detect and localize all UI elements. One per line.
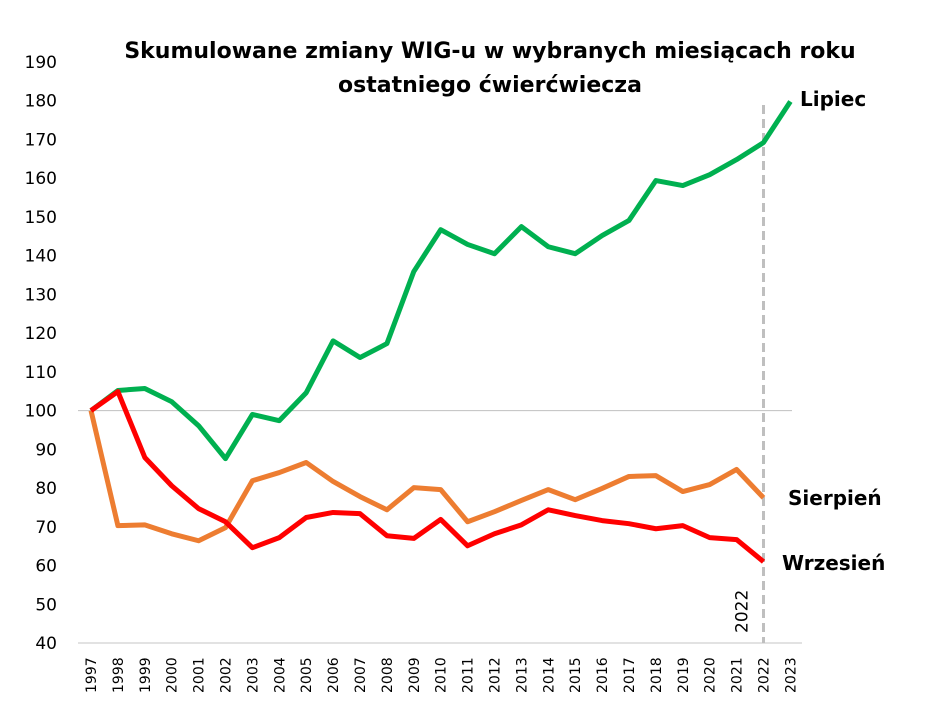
- y-tick-label: 100: [25, 402, 57, 422]
- y-tick-label: 160: [25, 169, 57, 189]
- x-tick-label: 2010: [434, 657, 450, 693]
- y-tick-label: 50: [35, 595, 57, 615]
- series-label: Sierpień: [788, 486, 882, 510]
- x-tick-label: 2012: [488, 657, 504, 693]
- y-tick-label: 110: [25, 363, 57, 383]
- y-tick-label: 130: [25, 285, 57, 305]
- y-tick-label: 40: [35, 634, 57, 654]
- x-tick-label: 2023: [783, 657, 799, 693]
- y-tick-label: 180: [25, 92, 57, 112]
- x-tick-label: 2001: [192, 657, 208, 693]
- x-tick-label: 2016: [595, 657, 611, 693]
- y-tick-label: 70: [35, 518, 57, 538]
- x-tick-label: 2017: [622, 657, 638, 693]
- y-tick-label: 170: [25, 130, 57, 150]
- chart-title-line-2: ostatniego ćwierćwiecza: [338, 73, 642, 98]
- series-line-wrzesień: [89, 389, 766, 564]
- x-tick-label: 2013: [514, 657, 530, 693]
- x-tick-label: 2011: [461, 657, 477, 693]
- y-tick-label: 150: [25, 208, 57, 228]
- x-tick-label: 2020: [703, 657, 719, 693]
- x-tick-label: 2021: [730, 657, 746, 693]
- x-tick-label: 1998: [111, 657, 127, 693]
- x-tick-label: 1997: [84, 657, 100, 693]
- x-tick-label: 2008: [380, 657, 396, 693]
- y-tick-label: 120: [25, 324, 57, 344]
- x-tick-label: 2022: [757, 657, 773, 693]
- x-tick-label: 2000: [165, 657, 181, 693]
- y-tick-label: 140: [25, 247, 57, 267]
- chart-title-line-1: Skumulowane zmiany WIG-u w wybranych mie…: [124, 39, 855, 64]
- x-tick-label: 2005: [299, 657, 315, 693]
- x-tick-label: 2007: [353, 657, 369, 693]
- x-tick-label: 2006: [326, 657, 342, 693]
- x-tick-label: 2003: [245, 657, 261, 693]
- y-tick-label: 80: [35, 479, 57, 499]
- x-tick-label: 2019: [676, 657, 692, 693]
- marker-line-label: 2022: [733, 590, 753, 633]
- x-tick-label: 2009: [407, 657, 423, 693]
- x-tick-label: 2014: [541, 657, 557, 693]
- y-tick-label: 190: [25, 53, 57, 73]
- y-tick-label: 90: [35, 440, 57, 460]
- series-line-sierpień: [88, 410, 766, 544]
- x-tick-label: 2002: [219, 657, 235, 693]
- y-tick-label: 60: [35, 557, 57, 577]
- series-label: Lipiec: [800, 87, 866, 111]
- x-tick-label: 2018: [649, 657, 665, 693]
- series-label: Wrzesień: [782, 551, 885, 575]
- series-line-lipiec: [89, 100, 793, 462]
- x-tick-label: 1999: [138, 657, 154, 693]
- x-tick-label: 2015: [568, 657, 584, 693]
- x-tick-label: 2004: [272, 657, 288, 693]
